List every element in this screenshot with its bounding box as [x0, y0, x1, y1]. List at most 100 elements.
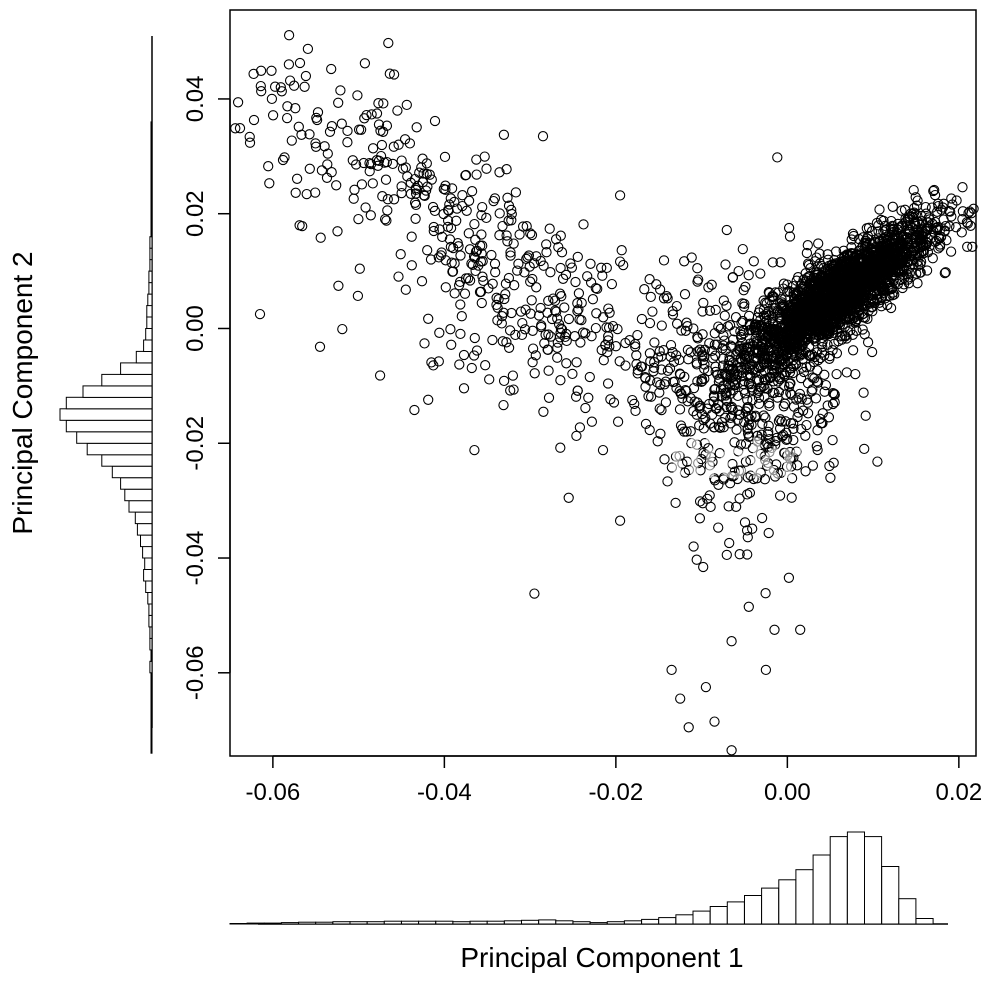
data-point — [603, 303, 614, 314]
data-point — [819, 369, 830, 380]
data-point — [807, 460, 819, 471]
y-histogram-bar — [150, 201, 153, 215]
data-point — [898, 264, 909, 275]
y-histogram-bar — [150, 718, 153, 731]
data-point — [494, 208, 505, 219]
y-histogram-bar — [120, 477, 153, 490]
data-point — [543, 392, 555, 403]
data-point — [468, 350, 480, 361]
data-point — [674, 404, 686, 415]
data-point — [699, 363, 710, 375]
data-point — [883, 229, 895, 241]
data-point — [569, 331, 580, 342]
x-histogram-bar — [555, 920, 574, 925]
data-point — [724, 320, 736, 331]
y-tick-label: -0.02 — [182, 416, 209, 471]
data-point — [445, 193, 456, 204]
data-point — [509, 280, 520, 291]
data-point — [444, 234, 456, 245]
data-point — [755, 314, 766, 326]
data-point — [264, 178, 275, 189]
y-axis: -0.06 -0.04 -0.02 0.00 0.02 0.04 — [182, 76, 231, 700]
data-point — [559, 302, 570, 313]
data-point — [455, 299, 466, 310]
data-point — [275, 82, 286, 93]
data-point — [779, 339, 790, 351]
x-histogram-bar — [846, 831, 866, 925]
data-point — [418, 168, 429, 179]
data-point — [719, 310, 730, 321]
y-histogram-bar — [145, 328, 153, 341]
data-point — [319, 141, 330, 152]
data-point — [709, 716, 720, 727]
y-histogram-bar — [150, 190, 153, 203]
data-point — [656, 320, 667, 331]
y-histogram-bar — [59, 408, 153, 421]
data-point — [322, 159, 333, 170]
data-point — [396, 187, 407, 199]
data-point — [885, 223, 897, 234]
data-point — [836, 306, 847, 317]
data-point — [688, 541, 699, 552]
y-histogram-bar — [149, 247, 153, 261]
data-point — [349, 184, 360, 195]
data-point — [908, 259, 919, 270]
data-point — [410, 213, 421, 224]
data-point — [487, 334, 498, 346]
data-point — [658, 255, 670, 266]
data-point — [739, 517, 751, 528]
data-point — [703, 282, 714, 293]
data-point — [783, 572, 795, 583]
data-point — [556, 291, 567, 302]
data-point — [451, 215, 462, 226]
data-point — [614, 515, 626, 526]
data-point — [471, 169, 482, 180]
data-point — [738, 285, 749, 296]
data-point — [737, 315, 748, 327]
data-point — [506, 204, 517, 216]
y-histogram-bar — [142, 546, 153, 559]
data-point — [552, 313, 563, 324]
data-point — [857, 324, 868, 335]
data-point — [938, 214, 949, 225]
data-point — [618, 259, 629, 271]
data-point — [310, 141, 322, 152]
x-histogram-bar — [263, 922, 282, 925]
x-tick-label: -0.04 — [417, 779, 472, 806]
data-point — [795, 328, 806, 339]
data-point — [811, 441, 822, 452]
y-histogram-bar — [128, 500, 153, 513]
data-point — [751, 473, 763, 484]
data-point — [735, 439, 747, 450]
data-point — [602, 378, 614, 389]
data-point — [929, 184, 940, 196]
data-point — [677, 458, 688, 469]
data-point — [447, 266, 458, 277]
data-point — [801, 362, 812, 373]
data-point — [331, 180, 342, 191]
data-point — [837, 256, 848, 267]
data-point — [504, 325, 516, 336]
data-point — [685, 426, 696, 437]
data-point — [503, 215, 514, 226]
data-point — [685, 347, 696, 358]
data-point — [887, 201, 898, 212]
data-point — [476, 229, 487, 240]
data-point — [419, 338, 430, 349]
data-point — [552, 352, 563, 363]
data-point — [721, 224, 732, 236]
data-point — [733, 446, 744, 457]
data-point — [794, 332, 805, 344]
data-point — [519, 267, 530, 278]
data-point — [751, 430, 763, 442]
data-point — [597, 444, 609, 456]
y-histogram-bar — [146, 305, 153, 318]
data-point — [352, 290, 364, 302]
data-point — [731, 424, 742, 435]
data-point — [342, 125, 353, 137]
data-point — [857, 309, 868, 320]
data-point — [428, 225, 439, 237]
data-point — [643, 391, 654, 402]
y-histogram-bar — [148, 270, 153, 284]
data-point — [931, 235, 942, 247]
